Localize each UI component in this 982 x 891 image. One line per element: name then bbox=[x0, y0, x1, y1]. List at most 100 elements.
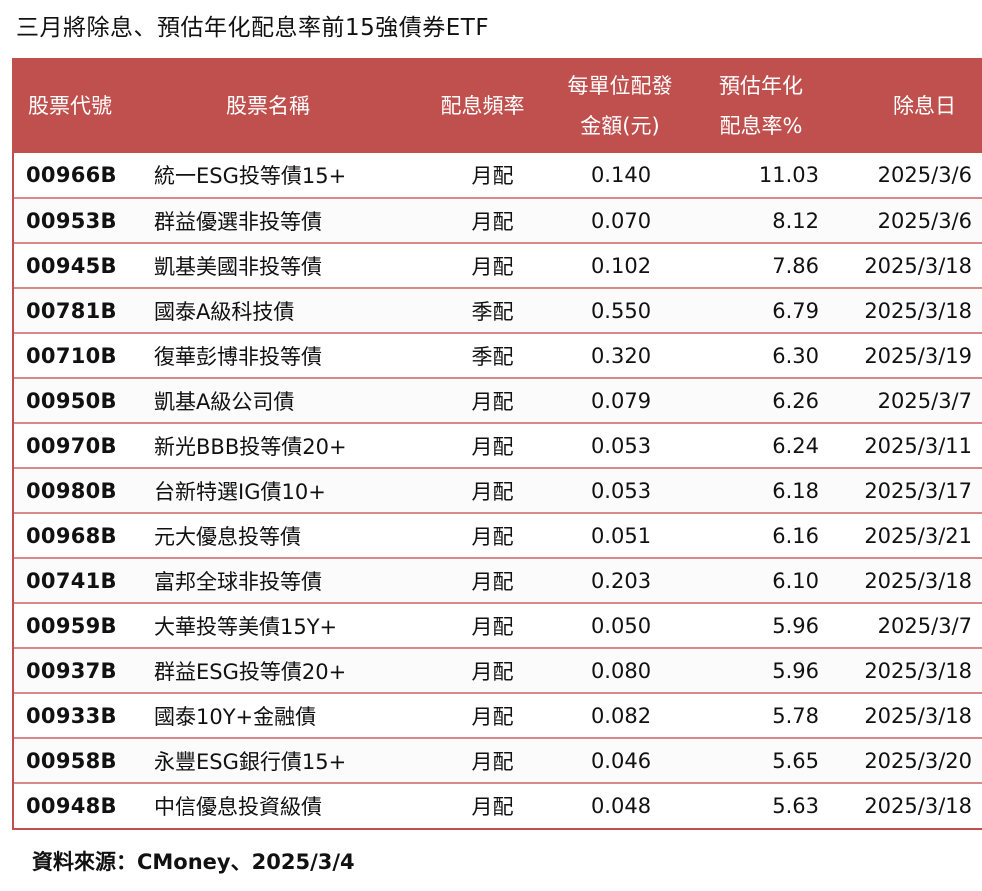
cell-rate: 11.03 bbox=[758, 163, 819, 187]
cell-amount: 0.048 bbox=[590, 794, 652, 818]
cell-rate: 5.96 bbox=[772, 613, 819, 638]
cell-frequency: 月配 bbox=[471, 389, 514, 414]
cell-ex-date: 2025/3/11 bbox=[864, 433, 972, 458]
table-header-row: 股票代號 股票名稱 配息頻率 每單位配發 金額(元) 預估年化 配息率% 除息日 bbox=[14, 58, 982, 153]
table-row: 00953B 群益優選非投等債 月配 0.070 8.12 2025/3/6 bbox=[14, 198, 982, 243]
data-source-note: 資料來源：CMoney、2025/3/4 bbox=[32, 850, 355, 874]
cell-name: 群益優選非投等債 bbox=[154, 209, 322, 234]
cell-amount: 0.550 bbox=[590, 298, 652, 323]
cell-name: 群益ESG投等債20+ bbox=[154, 659, 347, 684]
cell-name: 富邦全球非投等債 bbox=[154, 569, 322, 594]
cell-amount: 0.070 bbox=[590, 208, 652, 233]
table-row: 00959B 大華投等美債15Y+ 月配 0.050 5.96 2025/3/7 bbox=[14, 603, 982, 648]
header-ex-date: 除息日 bbox=[893, 93, 956, 118]
cell-rate: 6.16 bbox=[772, 523, 819, 548]
cell-frequency: 月配 bbox=[471, 164, 514, 188]
cell-rate: 8.12 bbox=[772, 208, 819, 233]
cell-amount: 0.053 bbox=[590, 433, 652, 458]
cell-ex-date: 2025/3/18 bbox=[864, 703, 972, 728]
cell-code: 00710B bbox=[26, 343, 117, 368]
cell-rate: 5.78 bbox=[772, 703, 819, 728]
cell-ex-date: 2025/3/18 bbox=[864, 253, 972, 278]
cell-code: 00948B bbox=[26, 794, 117, 818]
header-rate-line1: 預估年化 bbox=[719, 73, 803, 98]
cell-rate: 5.65 bbox=[772, 748, 819, 773]
header-rate-line2: 配息率% bbox=[719, 113, 803, 138]
table-row: 00948B 中信優息投資級債 月配 0.048 5.63 2025/3/18 bbox=[14, 783, 982, 828]
cell-ex-date: 2025/3/20 bbox=[864, 748, 972, 773]
cell-amount: 0.053 bbox=[590, 478, 652, 503]
cell-ex-date: 2025/3/19 bbox=[864, 343, 972, 368]
cell-ex-date: 2025/3/18 bbox=[864, 298, 972, 323]
header-rate: 預估年化 配息率% bbox=[695, 58, 827, 153]
cell-code: 00781B bbox=[26, 298, 117, 323]
cell-amount: 0.082 bbox=[590, 703, 652, 728]
cell-frequency: 月配 bbox=[471, 434, 514, 459]
cell-amount: 0.320 bbox=[590, 343, 652, 368]
cell-amount: 0.079 bbox=[590, 388, 652, 413]
header-amount: 每單位配發 金額(元) bbox=[545, 58, 695, 153]
cell-amount: 0.050 bbox=[590, 613, 652, 638]
cell-ex-date: 2025/3/17 bbox=[864, 478, 972, 503]
cell-ex-date: 2025/3/18 bbox=[864, 658, 972, 683]
cell-frequency: 月配 bbox=[471, 659, 514, 684]
cell-name: 中信優息投資級債 bbox=[154, 795, 322, 819]
cell-ex-date: 2025/3/18 bbox=[864, 794, 972, 818]
cell-name: 國泰A級科技債 bbox=[154, 299, 295, 324]
cell-frequency: 月配 bbox=[471, 524, 514, 549]
cell-code: 00953B bbox=[26, 208, 117, 233]
cell-amount: 0.203 bbox=[590, 568, 652, 593]
cell-rate: 6.10 bbox=[772, 568, 819, 593]
cell-frequency: 季配 bbox=[471, 299, 514, 324]
header-frequency: 配息頻率 bbox=[440, 93, 525, 118]
cell-ex-date: 2025/3/21 bbox=[864, 523, 972, 548]
table-row: 00741B 富邦全球非投等債 月配 0.203 6.10 2025/3/18 bbox=[14, 558, 982, 603]
cell-code: 00958B bbox=[26, 748, 117, 773]
cell-code: 00980B bbox=[26, 478, 117, 503]
cell-ex-date: 2025/3/6 bbox=[877, 208, 972, 233]
cell-code: 00945B bbox=[26, 253, 117, 278]
etf-table-container: 股票代號 股票名稱 配息頻率 每單位配發 金額(元) 預估年化 配息率% 除息日… bbox=[12, 58, 982, 830]
header-code: 股票代號 bbox=[28, 93, 112, 118]
table-row: 00933B 國泰10Y+金融債 月配 0.082 5.78 2025/3/18 bbox=[14, 693, 982, 738]
table-row: 00945B 凱基美國非投等債 月配 0.102 7.86 2025/3/18 bbox=[14, 243, 982, 288]
cell-frequency: 月配 bbox=[471, 254, 514, 279]
cell-rate: 6.24 bbox=[772, 433, 819, 458]
table-row: 00710B 復華彭博非投等債 季配 0.320 6.30 2025/3/19 bbox=[14, 333, 982, 378]
table-row: 00968B 元大優息投等債 月配 0.051 6.16 2025/3/21 bbox=[14, 513, 982, 558]
table-row: 00970B 新光BBB投等債20+ 月配 0.053 6.24 2025/3/… bbox=[14, 423, 982, 468]
header-amount-line1: 每單位配發 bbox=[567, 73, 673, 98]
cell-name: 復華彭博非投等債 bbox=[154, 344, 322, 369]
cell-amount: 0.046 bbox=[590, 748, 652, 773]
cell-rate: 7.86 bbox=[772, 253, 819, 278]
cell-rate: 6.79 bbox=[772, 298, 819, 323]
cell-code: 00970B bbox=[26, 433, 117, 458]
cell-name: 凱基美國非投等債 bbox=[154, 254, 322, 279]
cell-frequency: 月配 bbox=[471, 749, 514, 774]
cell-ex-date: 2025/3/7 bbox=[877, 613, 972, 638]
cell-name: 凱基A級公司債 bbox=[154, 389, 295, 414]
cell-name: 永豐ESG銀行債15+ bbox=[154, 749, 347, 774]
cell-amount: 0.051 bbox=[590, 523, 652, 548]
cell-amount: 0.080 bbox=[590, 658, 652, 683]
cell-code: 00968B bbox=[26, 523, 117, 548]
cell-name: 新光BBB投等債20+ bbox=[154, 434, 347, 459]
cell-code: 00933B bbox=[26, 703, 117, 728]
cell-code: 00741B bbox=[26, 568, 117, 593]
page-title: 三月將除息、預估年化配息率前15強債券ETF bbox=[16, 15, 490, 41]
cell-ex-date: 2025/3/6 bbox=[877, 163, 972, 187]
table-row: 00966B 統一ESG投等債15+ 月配 0.140 11.03 2025/3… bbox=[14, 153, 982, 198]
cell-frequency: 月配 bbox=[471, 795, 514, 819]
cell-ex-date: 2025/3/18 bbox=[864, 568, 972, 593]
cell-name: 統一ESG投等債15+ bbox=[154, 164, 347, 188]
cell-rate: 6.30 bbox=[772, 343, 819, 368]
cell-amount: 0.102 bbox=[590, 253, 652, 278]
header-name: 股票名稱 bbox=[226, 93, 310, 118]
table-row: 00781B 國泰A級科技債 季配 0.550 6.79 2025/3/18 bbox=[14, 288, 982, 333]
cell-frequency: 月配 bbox=[471, 209, 514, 234]
table-row: 00980B 台新特選IG債10+ 月配 0.053 6.18 2025/3/1… bbox=[14, 468, 982, 513]
cell-frequency: 月配 bbox=[471, 569, 514, 594]
table-row: 00950B 凱基A級公司債 月配 0.079 6.26 2025/3/7 bbox=[14, 378, 982, 423]
cell-frequency: 月配 bbox=[471, 614, 514, 639]
table-row: 00937B 群益ESG投等債20+ 月配 0.080 5.96 2025/3/… bbox=[14, 648, 982, 693]
